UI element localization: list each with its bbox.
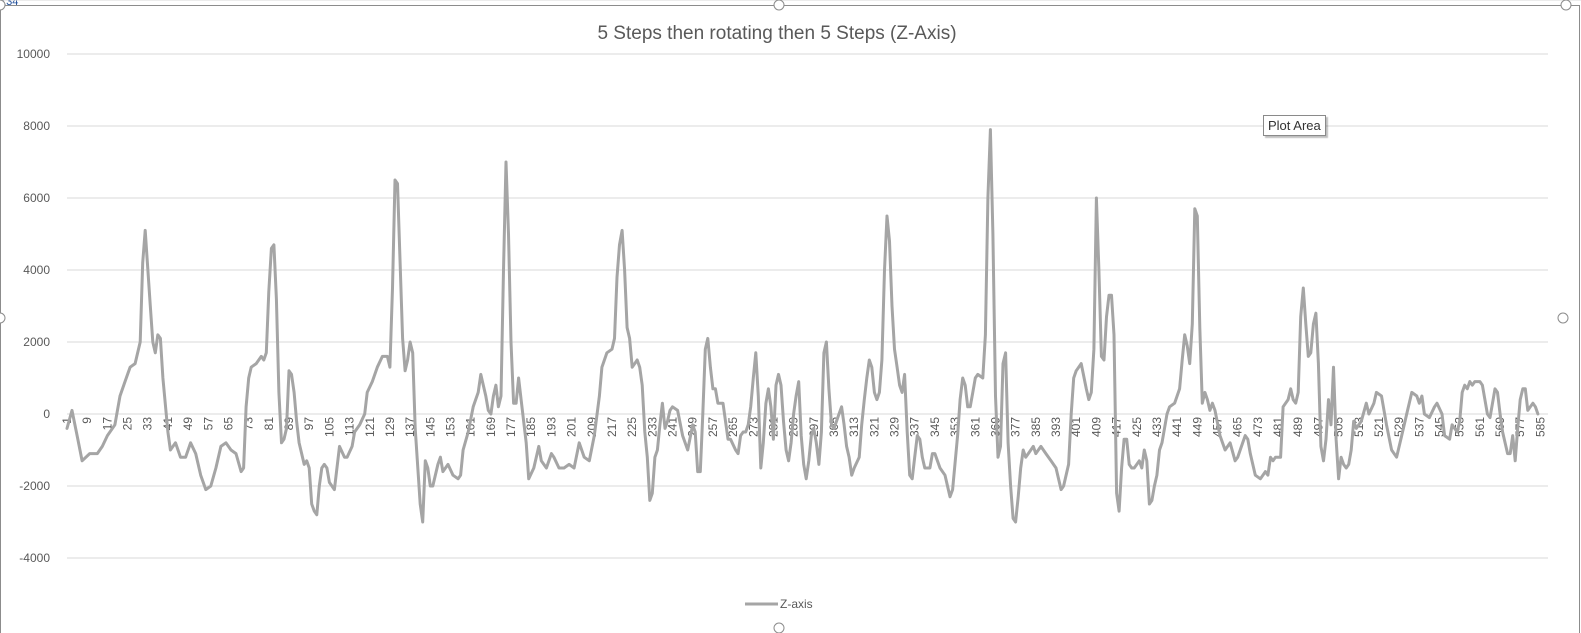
x-tick-label: 145 (423, 417, 437, 437)
y-axis-tick-labels: -4000 -2000 0 2000 4000 6000 8000 10000 (17, 47, 51, 565)
x-tick-label: 153 (443, 417, 457, 437)
x-tick-label: 361 (968, 417, 982, 437)
y-tick-label: 8000 (23, 119, 50, 133)
resize-handle[interactable] (1557, 312, 1569, 324)
x-tick-label: 393 (1049, 417, 1063, 437)
cell-value-fragment: 134 (0, 0, 19, 8)
x-tick-label: 225 (625, 417, 639, 437)
x-tick-label: 193 (544, 417, 558, 437)
x-tick-label: 497 (1311, 417, 1325, 437)
x-tick-label: 185 (524, 417, 538, 437)
x-tick-label: 489 (1291, 417, 1305, 437)
legend-label: Z-axis (780, 597, 813, 611)
x-tick-label: 105 (322, 417, 336, 437)
x-tick-label: 409 (1089, 417, 1103, 437)
x-tick-label: 401 (1069, 417, 1083, 437)
series-layer (65, 128, 1540, 524)
y-tick-label: 4000 (23, 263, 50, 277)
x-tick-label: 169 (484, 417, 498, 437)
resize-handle[interactable] (0, 312, 6, 324)
x-tick-label: 233 (645, 417, 659, 437)
x-tick-label: 217 (605, 417, 619, 437)
x-tick-label: 89 (282, 417, 296, 431)
y-tick-label: -2000 (19, 479, 50, 493)
x-tick-label: 585 (1533, 417, 1547, 437)
x-tick-label: 313 (847, 417, 861, 437)
x-tick-label: 577 (1513, 417, 1527, 437)
chart-title[interactable]: 5 Steps then rotating then 5 Steps (Z-Ax… (597, 23, 956, 44)
x-tick-label: 465 (1231, 417, 1245, 437)
x-tick-label: 57 (201, 417, 215, 431)
x-tick-label: 537 (1412, 417, 1426, 437)
y-tick-label: 6000 (23, 191, 50, 205)
x-tick-label: 265 (726, 417, 740, 437)
x-tick-label: 385 (1029, 417, 1043, 437)
x-tick-label: 449 (1190, 417, 1204, 437)
x-tick-label: 17 (100, 417, 114, 431)
x-tick-label: 297 (807, 417, 821, 437)
x-tick-label: 241 (666, 417, 680, 437)
resize-handle[interactable] (773, 622, 785, 633)
x-tick-label: 81 (262, 417, 276, 431)
x-tick-label: 113 (343, 417, 357, 436)
y-tick-label: 2000 (23, 335, 50, 349)
x-tick-label: 49 (181, 417, 195, 431)
x-tick-label: 201 (565, 417, 579, 437)
x-tick-label: 433 (1150, 417, 1164, 437)
x-tick-label: 473 (1251, 417, 1265, 437)
x-tick-label: 9 (80, 417, 94, 424)
x-tick-label: 121 (363, 417, 377, 437)
y-tick-label: 0 (43, 407, 50, 421)
x-tick-label: 425 (1130, 417, 1144, 437)
plot-area-tooltip: Plot Area (1263, 115, 1326, 136)
x-tick-label: 25 (121, 417, 135, 431)
x-tick-label: 97 (302, 417, 316, 431)
x-tick-label: 321 (867, 417, 881, 437)
x-tick-label: 337 (908, 417, 922, 437)
x-tick-label: 441 (1170, 417, 1184, 437)
y-tick-label: 10000 (17, 47, 51, 61)
x-tick-label: 65 (221, 417, 235, 431)
x-tick-label: 561 (1473, 417, 1487, 437)
x-tick-label: 257 (706, 417, 720, 437)
resize-handle[interactable] (773, 0, 785, 11)
x-tick-label: 521 (1372, 417, 1386, 437)
y-tick-label: -4000 (19, 551, 50, 565)
legend[interactable]: Z-axis (745, 597, 813, 611)
x-tick-label: 129 (383, 417, 397, 437)
x-tick-label: 177 (504, 417, 518, 437)
x-tick-label: 505 (1332, 417, 1346, 437)
x-tick-label: 345 (928, 417, 942, 437)
series-line-z-axis[interactable] (65, 128, 1540, 524)
x-tick-label: 1 (60, 417, 74, 424)
chart-area-border[interactable] (0, 5, 1580, 633)
resize-handle[interactable] (1560, 0, 1572, 11)
x-tick-label: 329 (888, 417, 902, 437)
resize-handle[interactable] (0, 0, 6, 11)
x-tick-label: 377 (1009, 417, 1023, 437)
x-tick-label: 33 (141, 417, 155, 431)
